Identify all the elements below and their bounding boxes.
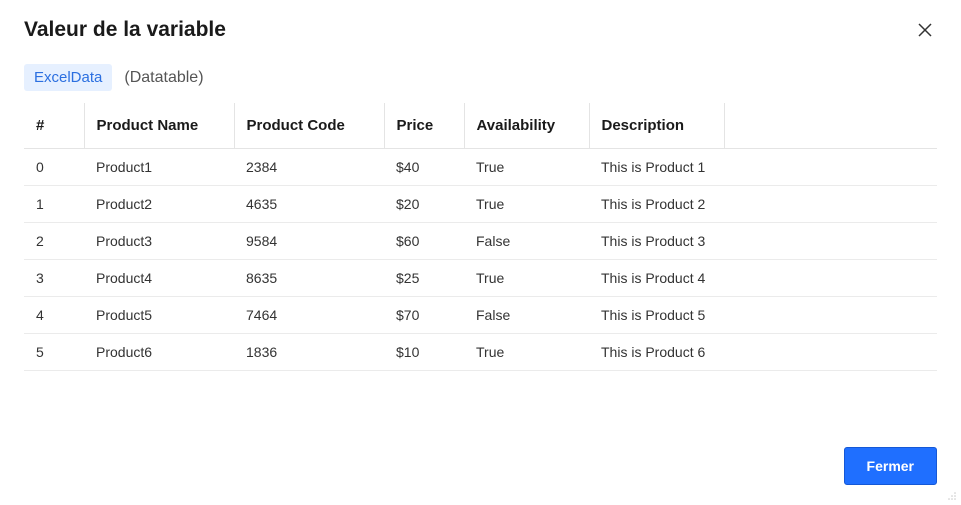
cell-product-code: 1836 (234, 334, 384, 371)
column-header-product-code[interactable]: Product Code (234, 103, 384, 149)
cell-price: $70 (384, 297, 464, 334)
cell-index: 4 (24, 297, 84, 334)
cell-description: This is Product 4 (589, 260, 724, 297)
cell-product-name: Product2 (84, 186, 234, 223)
table-row[interactable]: 2Product39584$60FalseThis is Product 3 (24, 223, 937, 260)
table-row[interactable]: 5Product61836$10TrueThis is Product 6 (24, 334, 937, 371)
cell-price: $40 (384, 149, 464, 186)
close-button[interactable] (913, 18, 937, 42)
table-body: 0Product12384$40TrueThis is Product 11Pr… (24, 149, 937, 371)
column-header-product-name[interactable]: Product Name (84, 103, 234, 149)
cell-product-code: 2384 (234, 149, 384, 186)
close-dialog-button[interactable]: Fermer (844, 447, 937, 485)
cell-product-name: Product6 (84, 334, 234, 371)
cell-empty (724, 186, 937, 223)
cell-price: $10 (384, 334, 464, 371)
dialog-title: Valeur de la variable (24, 18, 226, 42)
data-table: # Product Name Product Code Price Availa… (24, 103, 937, 371)
cell-product-name: Product1 (84, 149, 234, 186)
cell-availability: True (464, 149, 589, 186)
cell-product-name: Product3 (84, 223, 234, 260)
cell-price: $60 (384, 223, 464, 260)
cell-product-code: 4635 (234, 186, 384, 223)
cell-product-name: Product5 (84, 297, 234, 334)
variable-value-dialog: Valeur de la variable ExcelData (Datatab… (0, 0, 961, 505)
cell-index: 3 (24, 260, 84, 297)
cell-price: $25 (384, 260, 464, 297)
cell-description: This is Product 1 (589, 149, 724, 186)
dialog-header: Valeur de la variable (24, 18, 937, 42)
variable-type-label: (Datatable) (124, 69, 203, 87)
cell-empty (724, 334, 937, 371)
variable-info-row: ExcelData (Datatable) (24, 64, 937, 91)
column-header-availability[interactable]: Availability (464, 103, 589, 149)
cell-product-code: 7464 (234, 297, 384, 334)
cell-price: $20 (384, 186, 464, 223)
cell-empty (724, 149, 937, 186)
cell-product-code: 8635 (234, 260, 384, 297)
column-header-empty (724, 103, 937, 149)
cell-availability: True (464, 186, 589, 223)
close-icon (917, 22, 933, 38)
cell-index: 0 (24, 149, 84, 186)
column-header-index[interactable]: # (24, 103, 84, 149)
column-header-price[interactable]: Price (384, 103, 464, 149)
table-row[interactable]: 3Product48635$25TrueThis is Product 4 (24, 260, 937, 297)
cell-index: 5 (24, 334, 84, 371)
table-header: # Product Name Product Code Price Availa… (24, 103, 937, 149)
table-row[interactable]: 4Product57464$70FalseThis is Product 5 (24, 297, 937, 334)
column-header-description[interactable]: Description (589, 103, 724, 149)
cell-product-name: Product4 (84, 260, 234, 297)
cell-empty (724, 297, 937, 334)
resize-grip-icon[interactable] (947, 491, 957, 501)
table-row[interactable]: 1Product24635$20TrueThis is Product 2 (24, 186, 937, 223)
cell-empty (724, 223, 937, 260)
cell-availability: False (464, 297, 589, 334)
data-table-container: # Product Name Product Code Price Availa… (24, 103, 937, 371)
variable-name-chip[interactable]: ExcelData (24, 64, 112, 91)
cell-product-code: 9584 (234, 223, 384, 260)
cell-description: This is Product 3 (589, 223, 724, 260)
cell-index: 2 (24, 223, 84, 260)
cell-description: This is Product 5 (589, 297, 724, 334)
cell-availability: False (464, 223, 589, 260)
cell-description: This is Product 6 (589, 334, 724, 371)
table-row[interactable]: 0Product12384$40TrueThis is Product 1 (24, 149, 937, 186)
cell-index: 1 (24, 186, 84, 223)
cell-description: This is Product 2 (589, 186, 724, 223)
dialog-footer: Fermer (844, 447, 937, 485)
cell-availability: True (464, 334, 589, 371)
cell-availability: True (464, 260, 589, 297)
cell-empty (724, 260, 937, 297)
